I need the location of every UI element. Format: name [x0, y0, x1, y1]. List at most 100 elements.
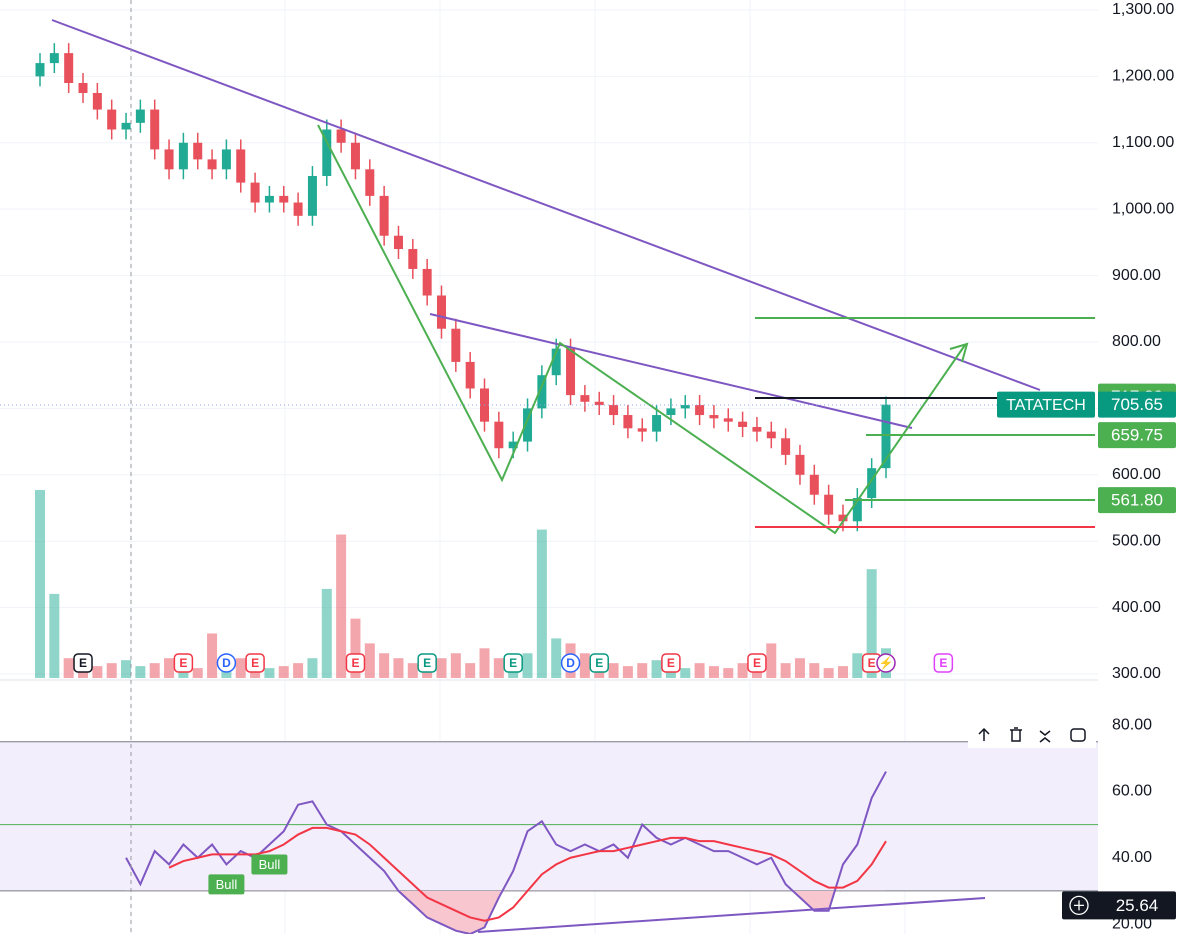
volume-bar: [479, 648, 490, 678]
candle-body: [350, 142, 360, 170]
rsi-tag-label: 25.64: [1116, 896, 1159, 915]
pane-gap: [0, 680, 1100, 716]
volume-bar: [522, 653, 533, 678]
volume-bar: [278, 666, 289, 678]
candle-body: [379, 195, 389, 236]
volume-bar: [293, 663, 304, 678]
volume-bar: [651, 660, 662, 678]
volume-bar: [106, 663, 117, 678]
volume-bar: [350, 618, 361, 678]
candle-body: [766, 431, 776, 439]
rsi-tick-label: 20.00: [1112, 915, 1152, 932]
price-axis: [1098, 0, 1200, 934]
event-label: E: [509, 656, 517, 670]
volume-bar: [608, 663, 619, 678]
candle-body: [465, 361, 475, 389]
candle-body: [523, 408, 533, 442]
candle-body: [250, 182, 260, 203]
candle-body: [336, 129, 346, 143]
event-badge: [417, 653, 437, 673]
volume-bar: [192, 668, 203, 678]
candle-body: [623, 415, 633, 429]
y-tick-label: 1,300.00: [1112, 1, 1174, 18]
candle-body: [494, 421, 504, 449]
event-badge: [661, 653, 681, 673]
rsi-ma-line: [168, 826, 887, 922]
candle-body: [723, 418, 733, 422]
candle-body: [537, 375, 547, 409]
rsi-band: [0, 741, 1098, 891]
candle-body: [824, 494, 834, 515]
candle-body: [279, 195, 289, 203]
candle-body: [752, 426, 762, 432]
volume-bar: [766, 643, 777, 678]
add-button[interactable]: [1069, 895, 1089, 916]
event-badge: [245, 653, 265, 673]
y-tick-label: 400.00: [1112, 599, 1161, 616]
candle-body: [838, 514, 848, 522]
candle-body: [49, 53, 59, 64]
volume-bar: [680, 668, 691, 678]
candle-body: [566, 348, 576, 396]
pane-toolbar: [968, 722, 1096, 748]
candle-body: [652, 415, 662, 432]
rsi-oversold-fill: [398, 890, 835, 934]
rsi-tick-label: 60.00: [1112, 783, 1152, 800]
event-badge: [73, 653, 93, 673]
event-badge: [173, 653, 194, 673]
event-label: E: [939, 656, 947, 670]
move-up-button[interactable]: [978, 727, 990, 741]
candle-body: [207, 159, 217, 170]
candle-body: [393, 235, 403, 250]
volume-bar: [866, 569, 877, 678]
candle-body: [852, 498, 862, 522]
trend-line: [51, 19, 1041, 391]
candle-body: [680, 405, 690, 409]
volume-bar: [92, 666, 103, 678]
volume-bar: [837, 666, 848, 678]
candle-body: [781, 438, 791, 455]
add-icon: [1074, 900, 1084, 911]
price-tag: [1098, 422, 1176, 449]
candle-body: [121, 122, 131, 130]
event-label: ⚡: [879, 656, 894, 670]
event-badge: [345, 653, 366, 673]
volume-bar: [135, 666, 146, 678]
volume-bar: [364, 643, 375, 678]
candle-body: [150, 109, 160, 150]
candle-body: [436, 295, 446, 329]
candle-body: [322, 129, 332, 176]
y-tick-label: 500.00: [1112, 532, 1161, 549]
volume-bar: [63, 658, 74, 678]
event-badge: [933, 653, 954, 673]
volume-bar: [149, 663, 160, 678]
event-badge: [589, 653, 609, 673]
maximize-button[interactable]: [1070, 728, 1086, 742]
arrow-head: [949, 342, 969, 363]
y-tick-label: 1,000.00: [1112, 200, 1174, 217]
candle-body: [422, 268, 432, 296]
candle-body: [738, 421, 748, 427]
y-tick-label: 800.00: [1112, 333, 1161, 350]
candle-body: [193, 142, 203, 160]
volume-bar: [235, 658, 246, 678]
price-tag: [1098, 391, 1176, 418]
candle-body: [178, 142, 188, 170]
candle-body: [508, 441, 518, 449]
y-tick-label: 1,100.00: [1112, 134, 1174, 151]
candle-body: [293, 202, 303, 216]
candle-body: [709, 415, 719, 419]
volume-bar: [637, 663, 648, 678]
volume-bar: [823, 668, 834, 678]
candle-body: [264, 195, 274, 203]
candle-body: [35, 63, 45, 77]
toolbar-bg: [968, 722, 1096, 748]
collapse-button[interactable]: [1039, 730, 1051, 743]
trend-line: [429, 313, 913, 429]
volume-bar: [321, 588, 332, 678]
delete-button[interactable]: [1010, 727, 1022, 742]
rsi-tick-label: 40.00: [1112, 849, 1152, 866]
event-badge: [216, 653, 237, 673]
y-tick-label: 600.00: [1112, 466, 1161, 483]
